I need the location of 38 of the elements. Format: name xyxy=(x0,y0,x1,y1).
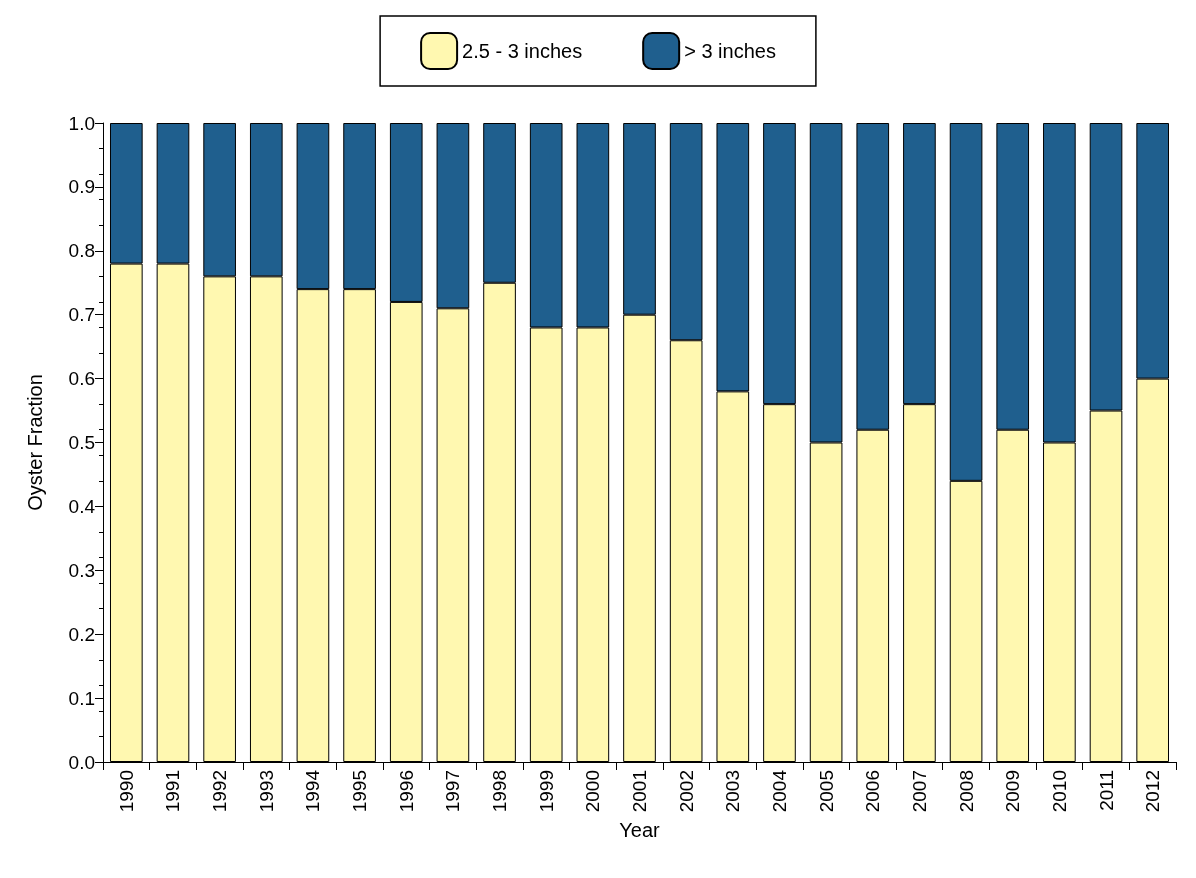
x-tick-label: 2011 xyxy=(1095,770,1117,811)
x-tick-label: 1992 xyxy=(209,770,231,813)
x-tick-label: 2010 xyxy=(1048,770,1070,813)
y-tick-label: 0.9 xyxy=(68,176,95,198)
x-tick-label: 2012 xyxy=(1142,770,1164,813)
x-axis-title: Year xyxy=(619,819,661,842)
y-tick-label: 0.4 xyxy=(68,495,96,517)
x-tick-label: 2009 xyxy=(1002,770,1024,813)
x-tick-label: 1998 xyxy=(489,770,511,813)
x-tick-label: 2007 xyxy=(908,770,930,813)
x-tick-label: 1997 xyxy=(442,770,464,813)
y-tick-label: 0.3 xyxy=(68,559,95,581)
legend-label: 2.5 - 3 inches xyxy=(462,40,583,62)
y-tick-label: 0.1 xyxy=(68,687,95,709)
x-tick-label: 2002 xyxy=(675,770,697,813)
x-tick-label: 1995 xyxy=(349,770,371,813)
y-tick-label: 0.8 xyxy=(68,240,95,262)
x-tick-label: 1994 xyxy=(302,769,324,813)
y-tick-label: 0.7 xyxy=(68,304,95,326)
y-tick-label: 0.0 xyxy=(68,751,95,773)
x-tick-label: 1990 xyxy=(115,770,137,813)
x-tick-label: 1993 xyxy=(255,770,277,813)
y-tick-label: 0.2 xyxy=(68,623,95,645)
x-tick-label: 2000 xyxy=(582,770,604,813)
y-tick-label: 0.5 xyxy=(68,432,95,453)
x-tick-label: 2006 xyxy=(862,770,884,813)
x-tick-label: 2008 xyxy=(955,770,977,813)
x-tick-label: 2005 xyxy=(815,770,837,813)
y-tick-label: 0.6 xyxy=(68,368,95,390)
x-tick-label: 1991 xyxy=(162,770,184,813)
x-tick-label: 2001 xyxy=(629,770,650,813)
y-axis-title: Oyster Fraction xyxy=(24,374,46,511)
x-tick-label: 2003 xyxy=(722,770,744,813)
x-tick-label: 1999 xyxy=(535,770,557,813)
x-tick-label: 2004 xyxy=(768,769,790,813)
legend-label: > 3 inches xyxy=(684,40,776,62)
y-tick-label: 1.0 xyxy=(68,112,95,134)
x-tick-label: 1996 xyxy=(395,770,417,813)
